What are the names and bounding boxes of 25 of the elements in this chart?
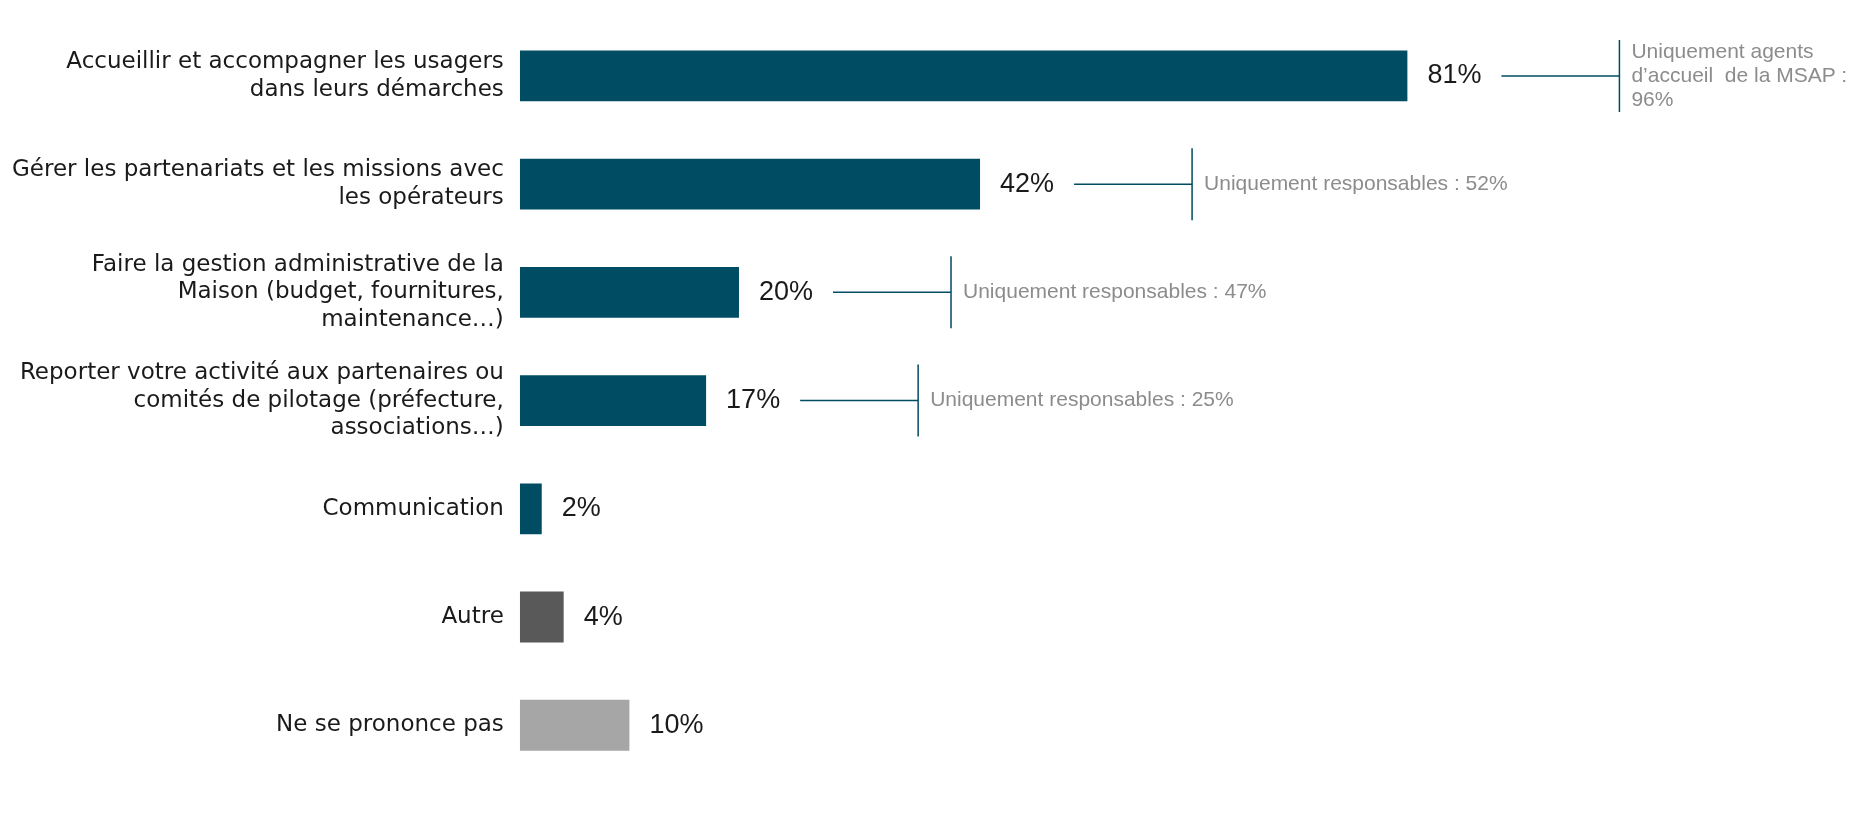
y-tick-label: Communication	[322, 493, 504, 520]
bar	[519, 483, 542, 535]
y-tick-label: Reporter votre activité aux partenaires ou comités de pilotage (préfecture, associations…)	[19, 357, 504, 440]
annotation: Uniquement responsables : 25%	[930, 387, 1234, 411]
bar	[519, 266, 739, 318]
data-label: 42%	[1000, 167, 1055, 198]
data-label: 17%	[726, 384, 781, 415]
text: Uniquement agents d’accueil de la MSAP : 96%	[1631, 38, 1847, 110]
data-label: 4%	[583, 600, 623, 631]
bar	[519, 591, 564, 643]
y-tick-label: Accueillir et accompagner les usagers dans leurs démarches	[66, 47, 504, 101]
data-label: 81%	[1427, 59, 1482, 90]
bar	[519, 699, 630, 751]
y-tick-label: Faire la gestion administrative de la Maison (budget, fournitures, maintenance…)	[91, 249, 504, 331]
annotation: Uniquement responsables : 52%	[1204, 170, 1508, 194]
annotation: Uniquement responsables : 47%	[963, 279, 1267, 303]
data-label: 10%	[649, 708, 704, 739]
bar	[519, 50, 1408, 102]
data-label: 20%	[758, 275, 814, 306]
y-tick-label: Gérer les partenariats et les missions avec les opérateurs	[12, 155, 504, 209]
bar	[519, 158, 981, 210]
y-tick-label: Autre	[441, 602, 504, 629]
y-tick-label: Ne se prononce pas	[276, 710, 504, 737]
bar	[519, 375, 707, 427]
data-label: 2%	[561, 492, 601, 523]
